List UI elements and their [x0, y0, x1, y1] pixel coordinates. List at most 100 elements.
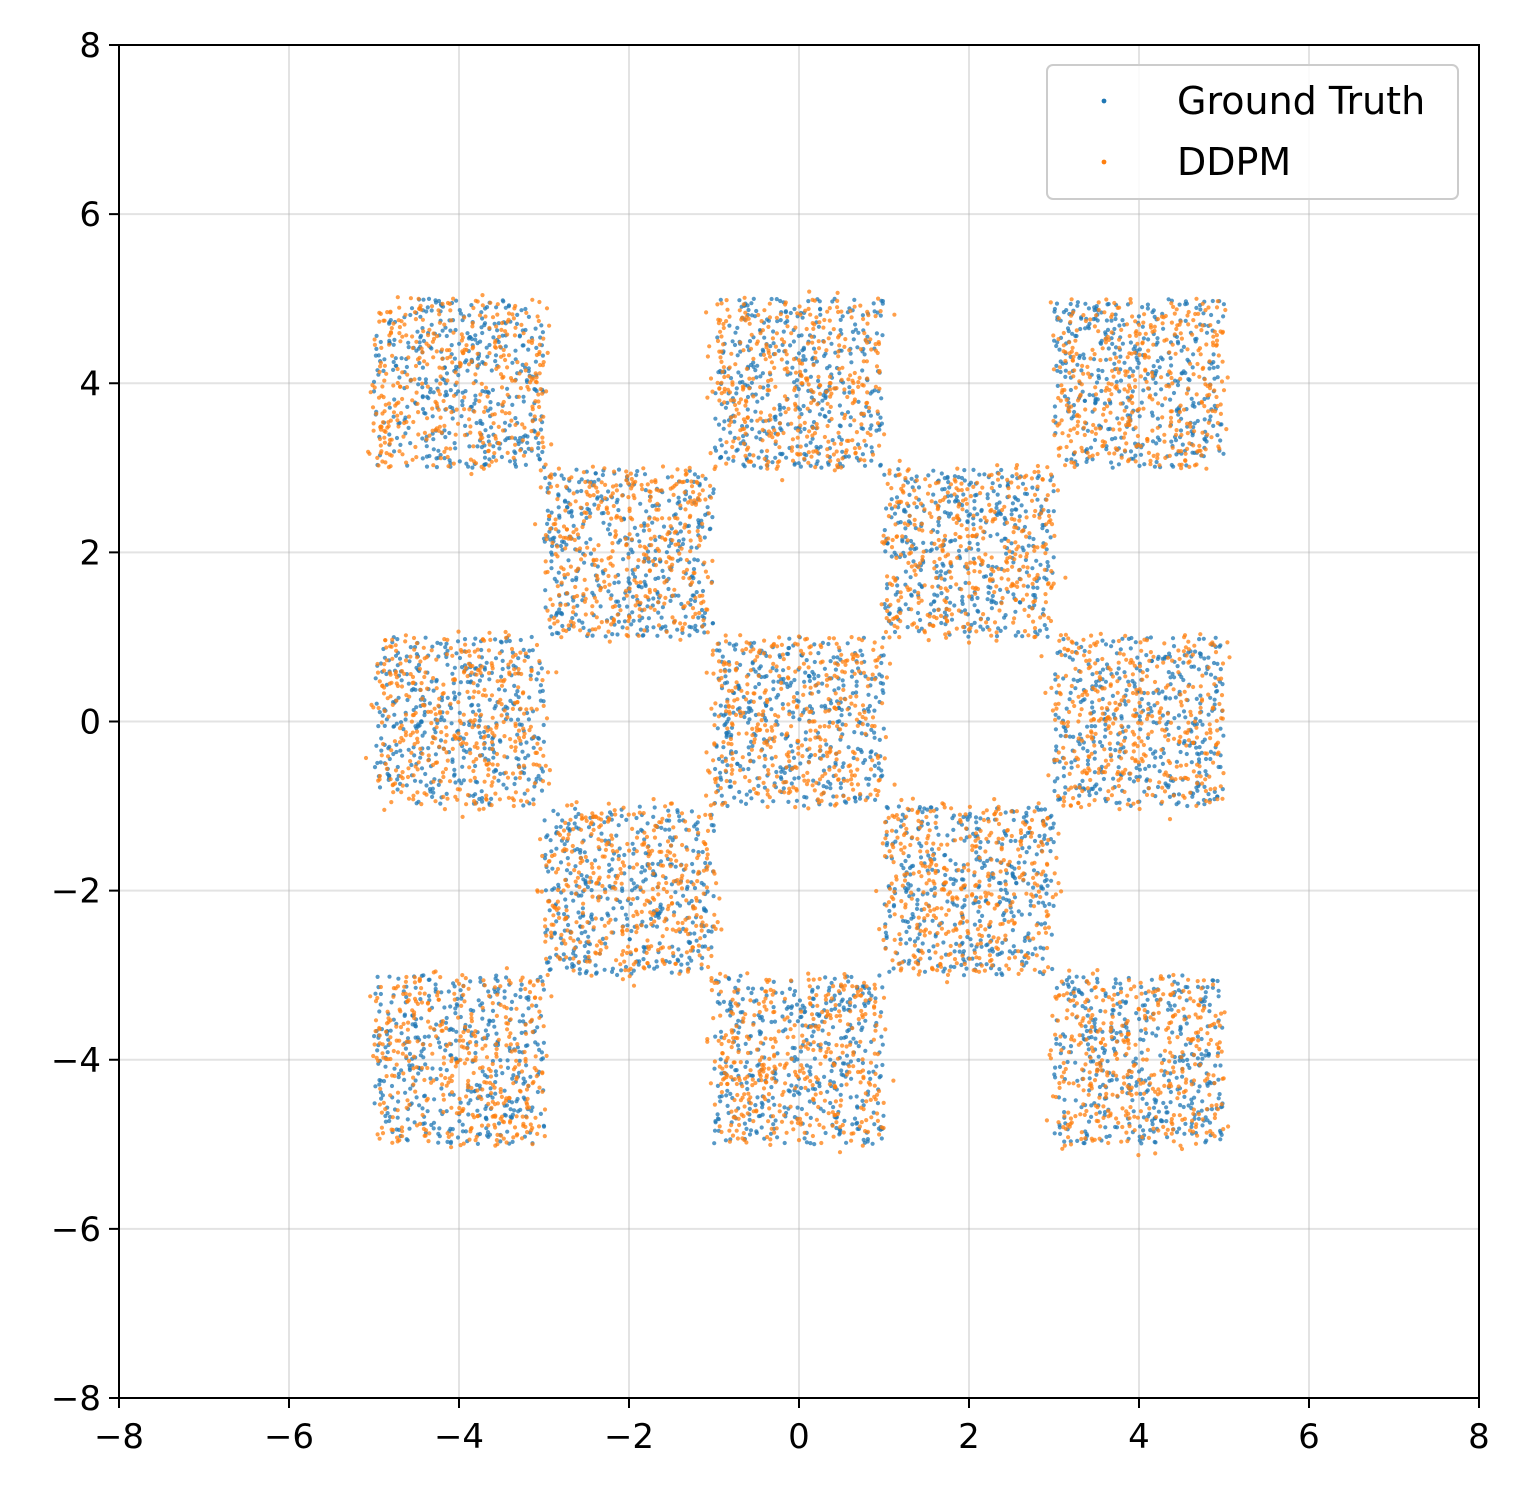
data-point: [869, 414, 873, 418]
data-point: [564, 543, 568, 547]
data-point: [1016, 498, 1020, 502]
data-point: [943, 967, 947, 971]
data-point: [590, 912, 594, 916]
data-point: [1153, 756, 1157, 760]
data-point: [860, 1099, 864, 1103]
data-point: [409, 763, 413, 767]
data-point: [1183, 715, 1187, 719]
data-point: [957, 475, 961, 479]
data-point: [638, 502, 642, 506]
data-point: [611, 906, 615, 910]
data-point: [745, 793, 749, 797]
data-point: [519, 638, 523, 642]
data-point: [445, 663, 449, 667]
data-point: [404, 1047, 408, 1051]
data-point: [430, 795, 434, 799]
data-point: [1083, 649, 1087, 653]
data-point: [382, 357, 386, 361]
data-point: [1164, 1105, 1168, 1109]
data-point: [1094, 791, 1098, 795]
data-point: [808, 1099, 812, 1103]
data-point: [787, 1073, 791, 1077]
data-point: [1054, 727, 1058, 731]
data-point: [755, 1095, 759, 1099]
data-point: [1041, 957, 1045, 961]
data-point: [584, 971, 588, 975]
data-point: [451, 1127, 455, 1131]
data-point: [1158, 1053, 1162, 1057]
data-point: [816, 651, 820, 655]
data-point: [1074, 334, 1078, 338]
data-point: [741, 997, 745, 1001]
data-point: [1012, 818, 1016, 822]
data-point: [518, 334, 522, 338]
data-point: [916, 888, 920, 892]
data-point: [523, 1080, 527, 1084]
data-point: [1221, 314, 1225, 318]
data-point: [617, 620, 621, 624]
data-point: [583, 944, 587, 948]
data-point: [800, 333, 804, 337]
data-point: [819, 445, 823, 449]
data-point: [1038, 629, 1042, 633]
data-point: [430, 1066, 434, 1070]
data-point: [786, 652, 790, 656]
data-point: [712, 1141, 716, 1145]
data-point: [976, 548, 980, 552]
data-point: [463, 389, 467, 393]
data-point: [1216, 1078, 1220, 1082]
data-point: [549, 566, 553, 570]
data-point: [749, 991, 753, 995]
data-point: [780, 991, 784, 995]
data-point: [426, 746, 430, 750]
data-point: [375, 1048, 379, 1052]
data-point: [494, 1073, 498, 1077]
data-point: [639, 828, 643, 832]
data-point: [994, 972, 998, 976]
data-point: [966, 635, 970, 639]
data-point: [1179, 750, 1183, 754]
data-point: [746, 407, 750, 411]
data-point: [1203, 417, 1207, 421]
data-point: [866, 783, 870, 787]
data-point: [1149, 635, 1153, 639]
data-point: [445, 1016, 449, 1020]
data-point: [978, 846, 982, 850]
data-point: [566, 856, 570, 860]
data-point: [532, 387, 536, 391]
data-point: [408, 313, 412, 317]
data-point: [1093, 1017, 1097, 1021]
data-point: [407, 1127, 411, 1131]
data-point: [408, 441, 412, 445]
data-point: [1012, 867, 1016, 871]
data-point: [1159, 755, 1163, 759]
data-point: [879, 314, 883, 318]
data-point: [472, 402, 476, 406]
data-point: [972, 557, 976, 561]
data-point: [1117, 323, 1121, 327]
data-point: [867, 991, 871, 995]
data-point: [828, 1101, 832, 1105]
data-point: [413, 779, 417, 783]
data-point: [624, 818, 628, 822]
data-point: [1085, 725, 1089, 729]
data-point: [674, 865, 678, 869]
data-point: [991, 949, 995, 953]
data-point: [615, 500, 619, 504]
data-point: [1192, 405, 1196, 409]
data-point: [566, 826, 570, 830]
data-point: [666, 809, 670, 813]
data-point: [788, 1089, 792, 1093]
data-point: [685, 885, 689, 889]
data-point: [965, 509, 969, 513]
data-point: [423, 1062, 427, 1066]
data-point: [904, 890, 908, 894]
data-point: [804, 737, 808, 741]
data-point: [812, 676, 816, 680]
data-point: [550, 888, 554, 892]
data-point: [390, 1084, 394, 1088]
data-point: [764, 674, 768, 678]
data-point: [630, 550, 634, 554]
data-point: [953, 538, 957, 542]
data-point: [849, 360, 853, 364]
